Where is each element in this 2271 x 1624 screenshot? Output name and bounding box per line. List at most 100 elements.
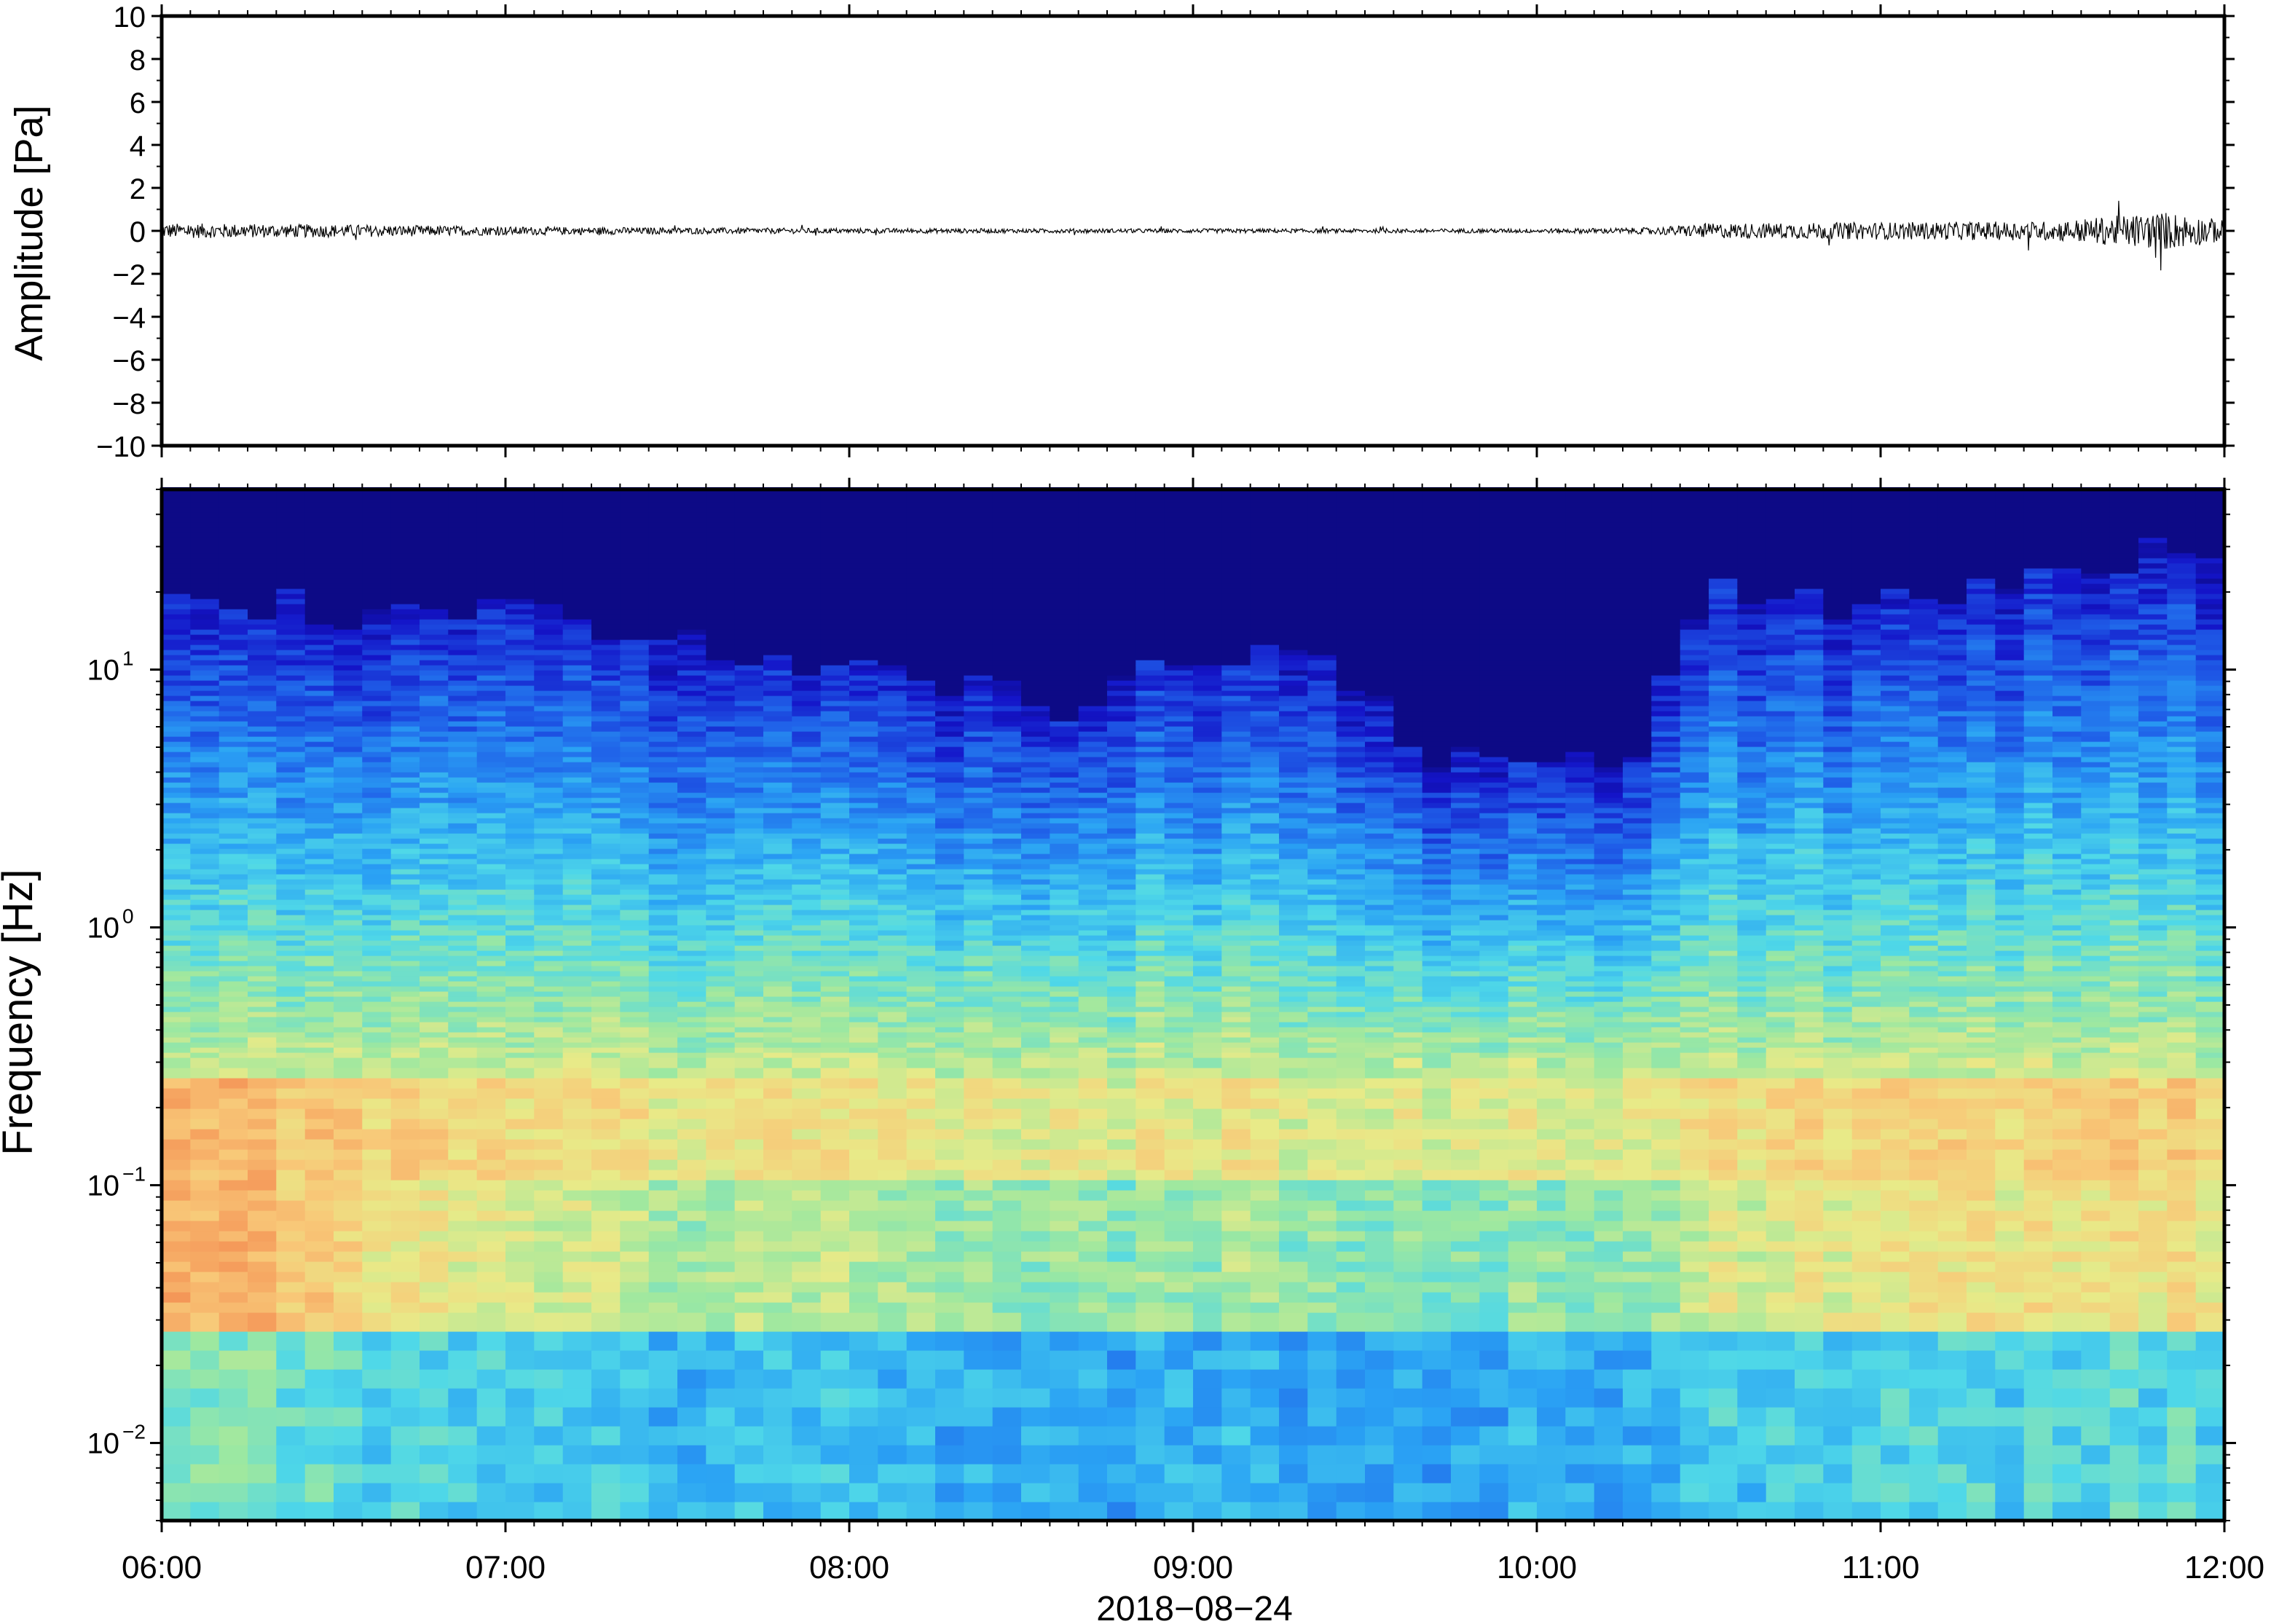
spectrogram-cell — [992, 1407, 1022, 1427]
spectrogram-cell — [734, 1057, 764, 1068]
spectrogram-cell — [706, 767, 736, 773]
spectrogram-cell — [677, 721, 707, 727]
spectrogram-cell — [706, 711, 736, 717]
spectrogram-cell — [276, 1407, 306, 1427]
spectrogram-cell — [1050, 899, 1079, 905]
spectrogram-cell — [562, 782, 592, 788]
spectrogram-cell — [276, 583, 306, 589]
spectrogram-cell — [706, 818, 736, 824]
spectrogram-cell — [648, 1231, 678, 1242]
spectrogram-cell — [792, 833, 822, 839]
spectrogram-cell — [849, 706, 879, 712]
spectrogram-cell — [677, 695, 707, 701]
spectrogram-cell — [304, 813, 334, 819]
spectrogram-cell — [476, 548, 506, 553]
spectrogram-cell — [390, 1292, 420, 1303]
spectrogram-cell — [964, 609, 993, 615]
spectrogram-cell — [935, 803, 965, 808]
spectrogram-cell — [1078, 996, 1108, 1002]
spectrogram-cell — [476, 1068, 506, 1079]
spectrogram-cell — [849, 1292, 879, 1303]
spectrogram-cell — [878, 848, 908, 854]
spectrogram-cell — [534, 650, 564, 655]
spectrogram-cell — [505, 1139, 535, 1150]
spectrogram-cell — [734, 1272, 764, 1282]
spectrogram-cell — [390, 1251, 420, 1262]
spectrogram-cell — [906, 624, 936, 630]
spectrogram-cell — [992, 971, 1022, 977]
spectrogram-cell — [1050, 614, 1079, 620]
spectrogram-cell — [334, 1001, 363, 1007]
spectrogram-cell — [219, 680, 248, 686]
spectrogram-cell — [878, 899, 908, 905]
spectrogram-cell — [964, 1027, 993, 1033]
spectrogram-cell — [763, 1139, 793, 1150]
spectrogram-cell — [964, 614, 993, 620]
spectrogram-cell — [878, 1231, 908, 1242]
spectrogram-cell — [334, 1200, 363, 1211]
spectrogram-cell — [276, 512, 306, 518]
spectrogram-cell — [304, 1261, 334, 1272]
spectrogram-cell — [505, 792, 535, 798]
spectrogram-cell — [362, 1231, 392, 1242]
spectrogram-cell — [476, 889, 506, 895]
spectrogram-cell — [820, 818, 850, 824]
spectrogram-cell — [964, 1032, 993, 1038]
spectrogram-cell — [849, 594, 879, 599]
spectrogram-cell — [390, 1241, 420, 1252]
spectrogram-cell — [935, 1210, 965, 1221]
spectrogram-cell — [162, 1032, 192, 1038]
spectrogram-cell — [362, 721, 392, 727]
spectrogram-cell — [276, 966, 306, 971]
spectrogram-cell — [648, 1017, 678, 1022]
spectrogram-cell — [304, 731, 334, 737]
spectrogram-cell — [935, 904, 965, 910]
spectrogram-cell — [1021, 537, 1051, 543]
spectrogram-cell — [1050, 639, 1079, 645]
spectrogram-cell — [420, 1251, 449, 1262]
spectrogram-cell — [935, 1231, 965, 1242]
spectrogram-cell — [420, 1180, 449, 1191]
spectrogram-cell — [935, 955, 965, 961]
spectrogram-cell — [763, 986, 793, 992]
spectrogram-cell — [792, 1027, 822, 1033]
spectrogram-cell — [562, 629, 592, 635]
spectrogram-cell — [677, 1483, 707, 1502]
spectrogram-cell — [648, 1068, 678, 1079]
spectrogram-cell — [476, 1047, 506, 1053]
spectrogram-cell — [562, 716, 592, 722]
spectrogram-cell — [534, 1331, 564, 1351]
spectrogram-cell — [734, 706, 764, 712]
spectrogram-cell — [420, 675, 449, 681]
spectrogram-cell — [190, 650, 220, 655]
spectrogram-cell — [591, 1139, 621, 1150]
spectrogram-cell — [162, 894, 192, 900]
spectrogram-cell — [763, 808, 793, 813]
spectrogram-cell — [562, 583, 592, 589]
spectrogram-cell — [219, 609, 248, 615]
spectrogram-cell — [648, 950, 678, 956]
spectrogram-cell — [906, 833, 936, 839]
spectrogram-cell — [334, 660, 363, 666]
spectrogram-cell — [992, 1149, 1022, 1160]
spectrogram-cell — [992, 1190, 1022, 1201]
spectrogram-cell — [390, 604, 420, 610]
spectrogram-cell — [1021, 645, 1051, 650]
spectrogram-cell — [878, 1388, 908, 1408]
spectrogram-cell — [534, 808, 564, 813]
spectrogram-cell — [935, 1464, 965, 1483]
spectrogram-cell — [992, 1331, 1022, 1351]
spectrogram-cell — [792, 568, 822, 574]
spectrogram-cell — [820, 1149, 850, 1160]
spectrogram-cell — [562, 706, 592, 712]
spectrogram-cell — [562, 639, 592, 645]
spectrogram-cell — [162, 741, 192, 747]
spectrogram-cell — [763, 1047, 793, 1053]
spectrogram-cell — [992, 813, 1022, 819]
spectrogram-cell — [248, 711, 278, 717]
spectrogram-cell — [562, 1231, 592, 1242]
spectrogram-cell — [534, 553, 564, 559]
spectrogram-cell — [849, 874, 879, 880]
spectrogram-cell — [992, 665, 1022, 671]
